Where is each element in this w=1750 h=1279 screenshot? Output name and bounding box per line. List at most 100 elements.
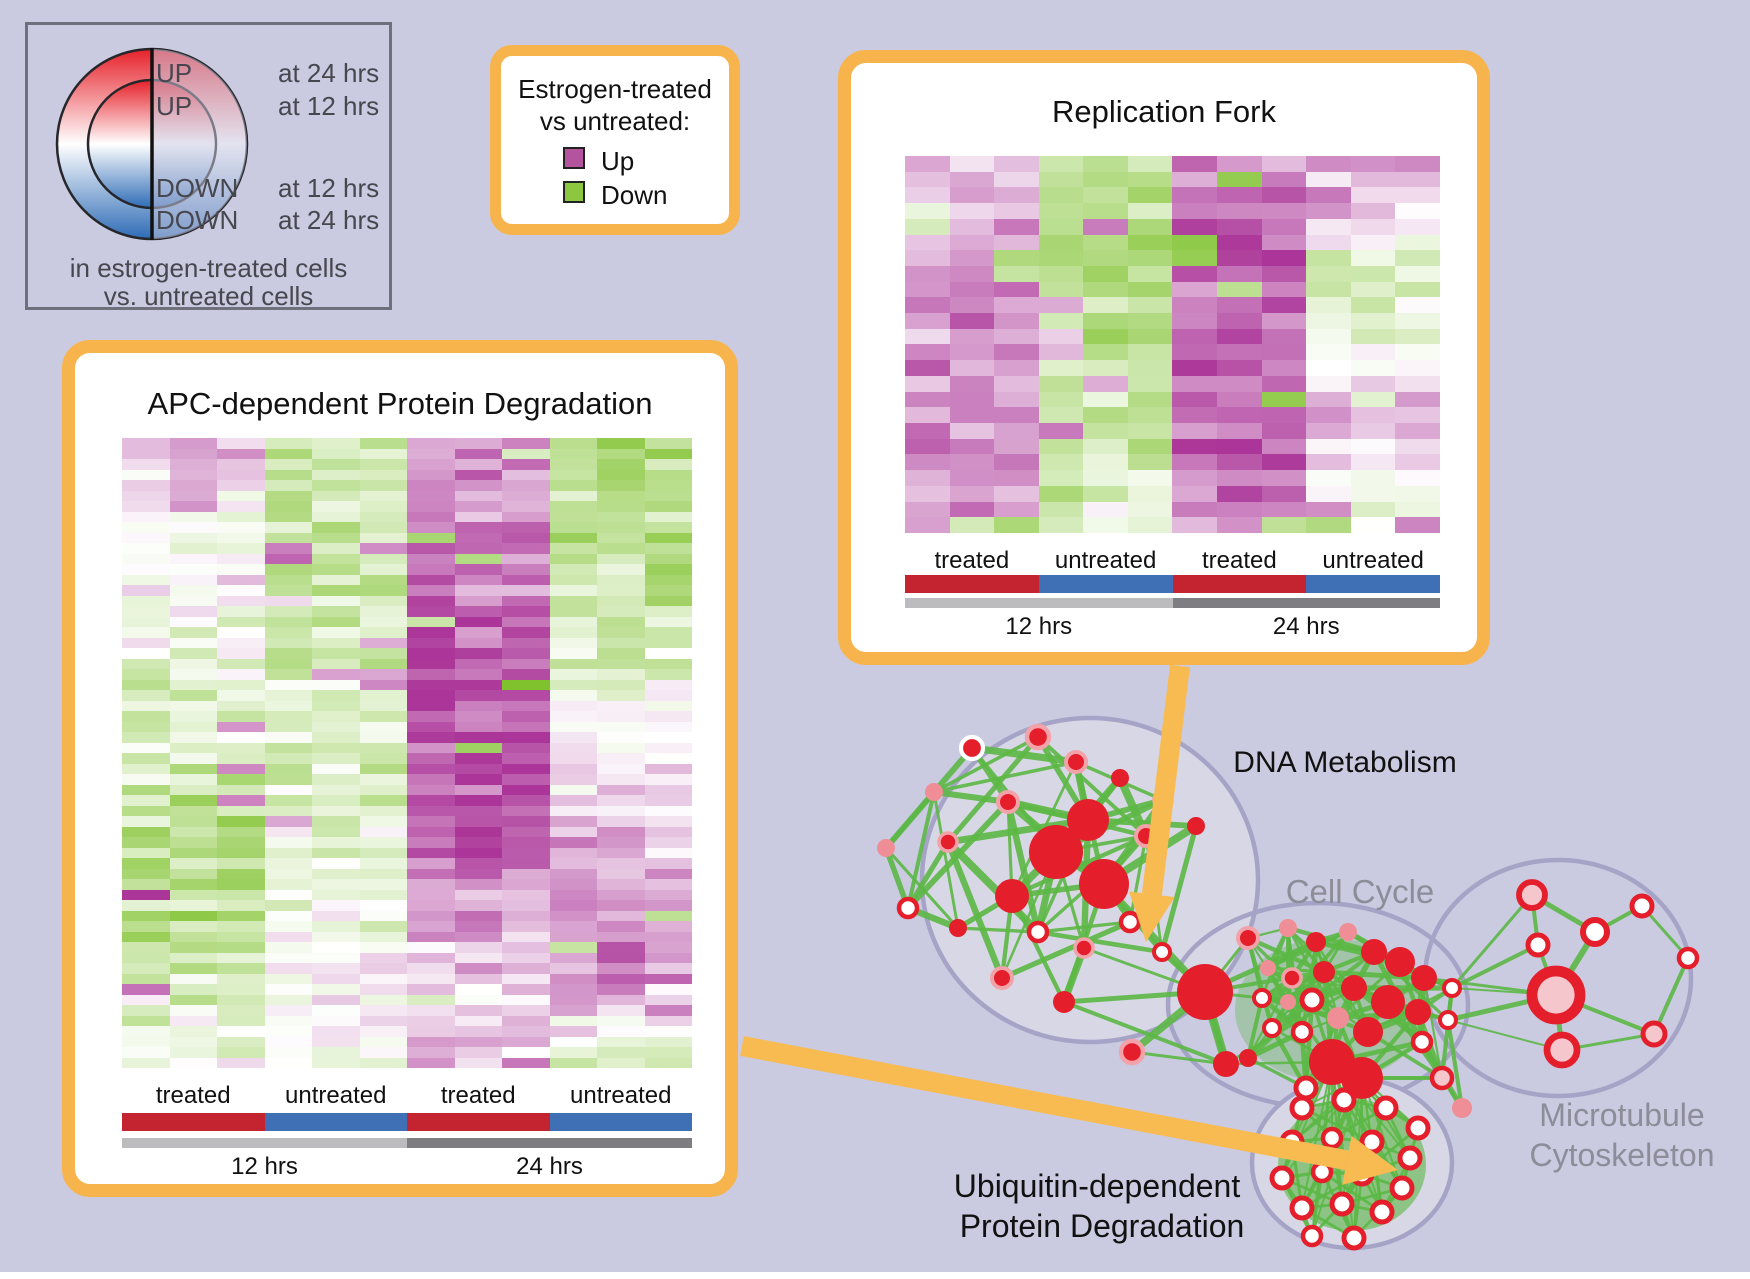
panel-link-arrowhead: [1129, 891, 1175, 942]
heatmap-cell: [359, 522, 407, 533]
heatmap-cell: [502, 984, 550, 995]
network-edge: [1063, 1000, 1227, 1066]
heatmap-cell: [549, 532, 597, 543]
heatmap-cell: [1350, 391, 1396, 408]
heatmap-cell: [169, 459, 217, 470]
heatmap-cell: [264, 438, 312, 449]
heatmap-cell: [549, 826, 597, 837]
heatmap-cell: [994, 375, 1039, 392]
heatmap-cell: [1306, 203, 1351, 219]
heatmap-cell: [1306, 454, 1351, 471]
heatmap-cell: [1127, 171, 1173, 188]
heatmap-cell: [502, 1005, 550, 1016]
heatmap-cell: [1083, 250, 1128, 266]
heatmap-cell: [1350, 281, 1396, 298]
heatmap-cell: [454, 627, 502, 638]
heatmap-cell: [312, 459, 360, 470]
heatmap-cell: [1083, 218, 1128, 235]
heatmap-cell: [169, 606, 217, 617]
heatmap-cell: [264, 753, 312, 764]
heatmap-cell: [1038, 344, 1084, 361]
network-node-ringWhite: [1289, 1095, 1315, 1121]
network-node-ringWhite: [1676, 946, 1700, 970]
heatmap-cell: [312, 501, 360, 512]
heatmap-cell: [407, 889, 455, 900]
heatmap-cell: [454, 816, 502, 827]
heatmap-cell: [359, 816, 407, 827]
heatmap-cell: [312, 721, 360, 732]
network-node-solid: [1313, 961, 1335, 983]
heatmap-cell: [1038, 375, 1084, 392]
heatmap-cell: [1172, 281, 1218, 298]
network-node-ringPink: [1640, 1020, 1668, 1048]
heatmap-cell: [217, 1015, 265, 1026]
heatmap-cell: [905, 297, 950, 314]
heatmap-cell: [217, 627, 265, 638]
rf-group-label-1: treated: [934, 547, 1010, 574]
heatmap-cell: [905, 517, 950, 533]
heatmap-cell: [644, 1005, 692, 1016]
heatmap-cell: [994, 187, 1039, 204]
network-node-solid: [1029, 825, 1083, 879]
heatmap-cell: [264, 448, 312, 459]
heatmap-cell: [312, 637, 360, 648]
heatmap-cell: [597, 690, 645, 701]
heatmap-cell: [454, 501, 502, 512]
heatmap-cell: [597, 490, 645, 501]
heatmap-cell: [597, 732, 645, 743]
heatmap-cell: [949, 470, 995, 486]
heatmap-cell: [644, 679, 692, 690]
heatmap-cell: [502, 501, 550, 512]
ring-legend-dir-3: DOWN: [156, 173, 239, 203]
heatmap-cell: [312, 795, 360, 806]
heatmap-cell: [359, 879, 407, 890]
network-edge: [1439, 987, 1455, 1079]
apc-group-label-1: treated: [155, 1082, 231, 1109]
heatmap-cell: [549, 1036, 597, 1047]
heatmap-cell: [264, 690, 312, 701]
heatmap-cell: [359, 595, 407, 606]
heatmap-cell: [407, 868, 455, 879]
heatmap-cell: [644, 627, 692, 638]
network-label-2: Microtubule: [1539, 1097, 1704, 1133]
heatmap-cell: [1172, 407, 1218, 424]
heatmap-cell: [169, 868, 217, 879]
heatmap-cell: [454, 448, 502, 459]
heatmap-cell: [122, 690, 170, 701]
heatmap-cell: [502, 585, 550, 596]
heatmap-cell: [407, 669, 455, 680]
heatmap-cell: [549, 732, 597, 743]
heatmap-cell: [1395, 344, 1440, 361]
heatmap-cell: [1306, 501, 1351, 518]
heatmap-cell: [359, 564, 407, 575]
heatmap-cell: [312, 868, 360, 879]
heatmap-cell: [217, 679, 265, 690]
heatmap-cell: [169, 480, 217, 491]
heatmap-cell: [549, 574, 597, 585]
network-node-pinkSolid: [1279, 919, 1297, 937]
network-node-solid: [1353, 1017, 1383, 1047]
heatmap-cell: [312, 438, 360, 449]
network-edge: [1447, 1019, 1563, 1051]
heatmap-cell: [312, 984, 360, 995]
heatmap-cell: [1395, 470, 1440, 486]
heatmap-cell: [169, 732, 217, 743]
apc-heatmap: [122, 438, 692, 1068]
heatmap-cell: [644, 1026, 692, 1037]
condition-bar: [1038, 575, 1173, 593]
heatmap-cell: [1395, 234, 1440, 251]
heatmap-cell: [1350, 501, 1396, 518]
heatmap-cell: [502, 574, 550, 585]
heatmap-cell: [217, 543, 265, 554]
heatmap-cell: [905, 203, 950, 219]
heatmap-cell: [994, 281, 1039, 298]
heatmap-cell: [122, 1036, 170, 1047]
heatmap-cell: [644, 522, 692, 533]
heatmap-cell: [359, 648, 407, 659]
heatmap-cell: [1127, 501, 1173, 518]
heatmap-cell: [502, 1047, 550, 1058]
network-node-solid: [1341, 975, 1367, 1001]
heatmap-cell: [502, 784, 550, 795]
apc-group-label-4: untreated: [570, 1082, 672, 1109]
